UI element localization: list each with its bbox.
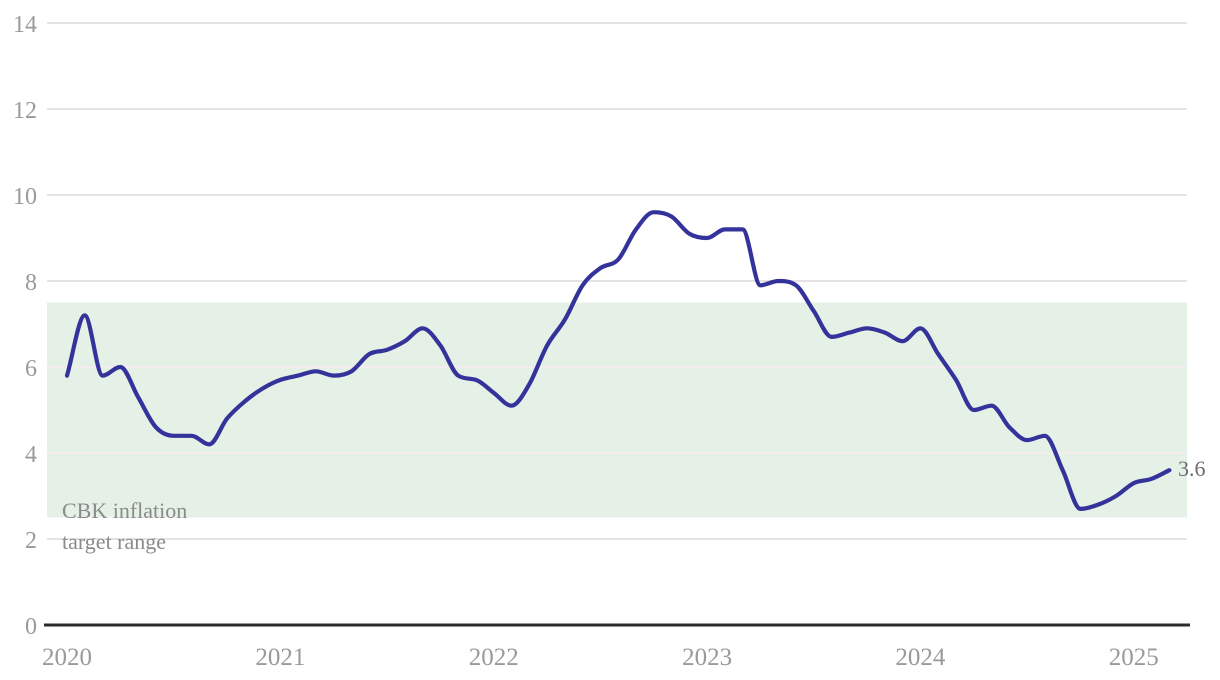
y-tick-label: 2 — [25, 528, 37, 554]
y-tick-label: 12 — [13, 98, 37, 124]
y-tick-label: 8 — [25, 270, 37, 296]
target-range-annotation-line2: target range — [62, 529, 167, 554]
y-tick-label: 6 — [25, 356, 37, 382]
x-tick-label: 2020 — [42, 644, 92, 671]
latest-value-label: 3.6 — [1178, 455, 1206, 481]
gridlines — [47, 22, 1187, 540]
x-tick-label: 2021 — [255, 644, 305, 671]
y-tick-label: 10 — [13, 184, 37, 210]
inflation-line — [64, 210, 1172, 511]
x-tick-label: 2022 — [469, 644, 519, 671]
target-range-annotation: CBK inflation target range — [62, 495, 187, 557]
y-axis-labels: 0 2 4 6 8 10 12 14 — [13, 12, 37, 640]
y-tick-label: 0 — [25, 614, 37, 640]
target-range-band — [47, 302, 1187, 518]
y-tick-label: 14 — [13, 12, 37, 38]
x-tick-label: 2024 — [895, 644, 946, 671]
x-tick-label: 2025 — [1109, 644, 1159, 671]
target-range-annotation-line1: CBK inflation — [62, 498, 188, 523]
y-tick-label: 4 — [25, 442, 37, 468]
x-axis-labels: 2020 2021 2022 2023 2024 2025 — [42, 644, 1159, 671]
x-tick-label: 2023 — [682, 644, 732, 671]
